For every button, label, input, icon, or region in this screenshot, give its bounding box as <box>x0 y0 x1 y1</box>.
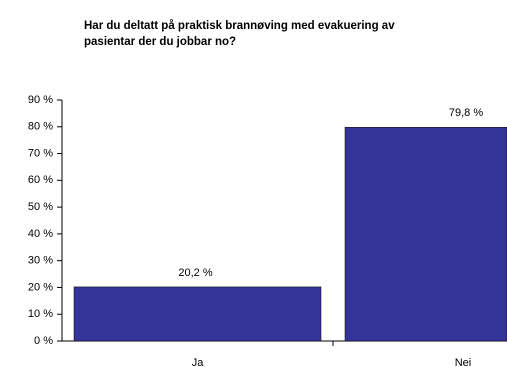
y-tick-label: 40 % <box>28 228 53 240</box>
bar <box>73 286 322 342</box>
y-tick-label: 50 % <box>28 201 53 213</box>
y-tick-label: 20 % <box>28 281 53 293</box>
chart-title: pasientar der du jobbar no? <box>84 36 236 48</box>
bar <box>344 127 507 342</box>
x-tick-label: Nei <box>455 357 472 367</box>
chart-title: Har du deltatt på praktisk brannøving me… <box>84 20 395 32</box>
y-tick-label: 90 % <box>28 94 53 106</box>
y-tick-label: 0 % <box>34 335 53 347</box>
x-tick-label: Ja <box>192 357 205 367</box>
y-tick-label: 60 % <box>28 174 53 186</box>
value-label: 79,8 % <box>449 107 483 119</box>
value-label: 20,2 % <box>178 267 212 279</box>
y-tick-label: 10 % <box>28 308 53 320</box>
y-tick-label: 30 % <box>28 255 53 267</box>
y-tick-label: 80 % <box>28 121 53 133</box>
y-tick-label: 70 % <box>28 147 53 159</box>
